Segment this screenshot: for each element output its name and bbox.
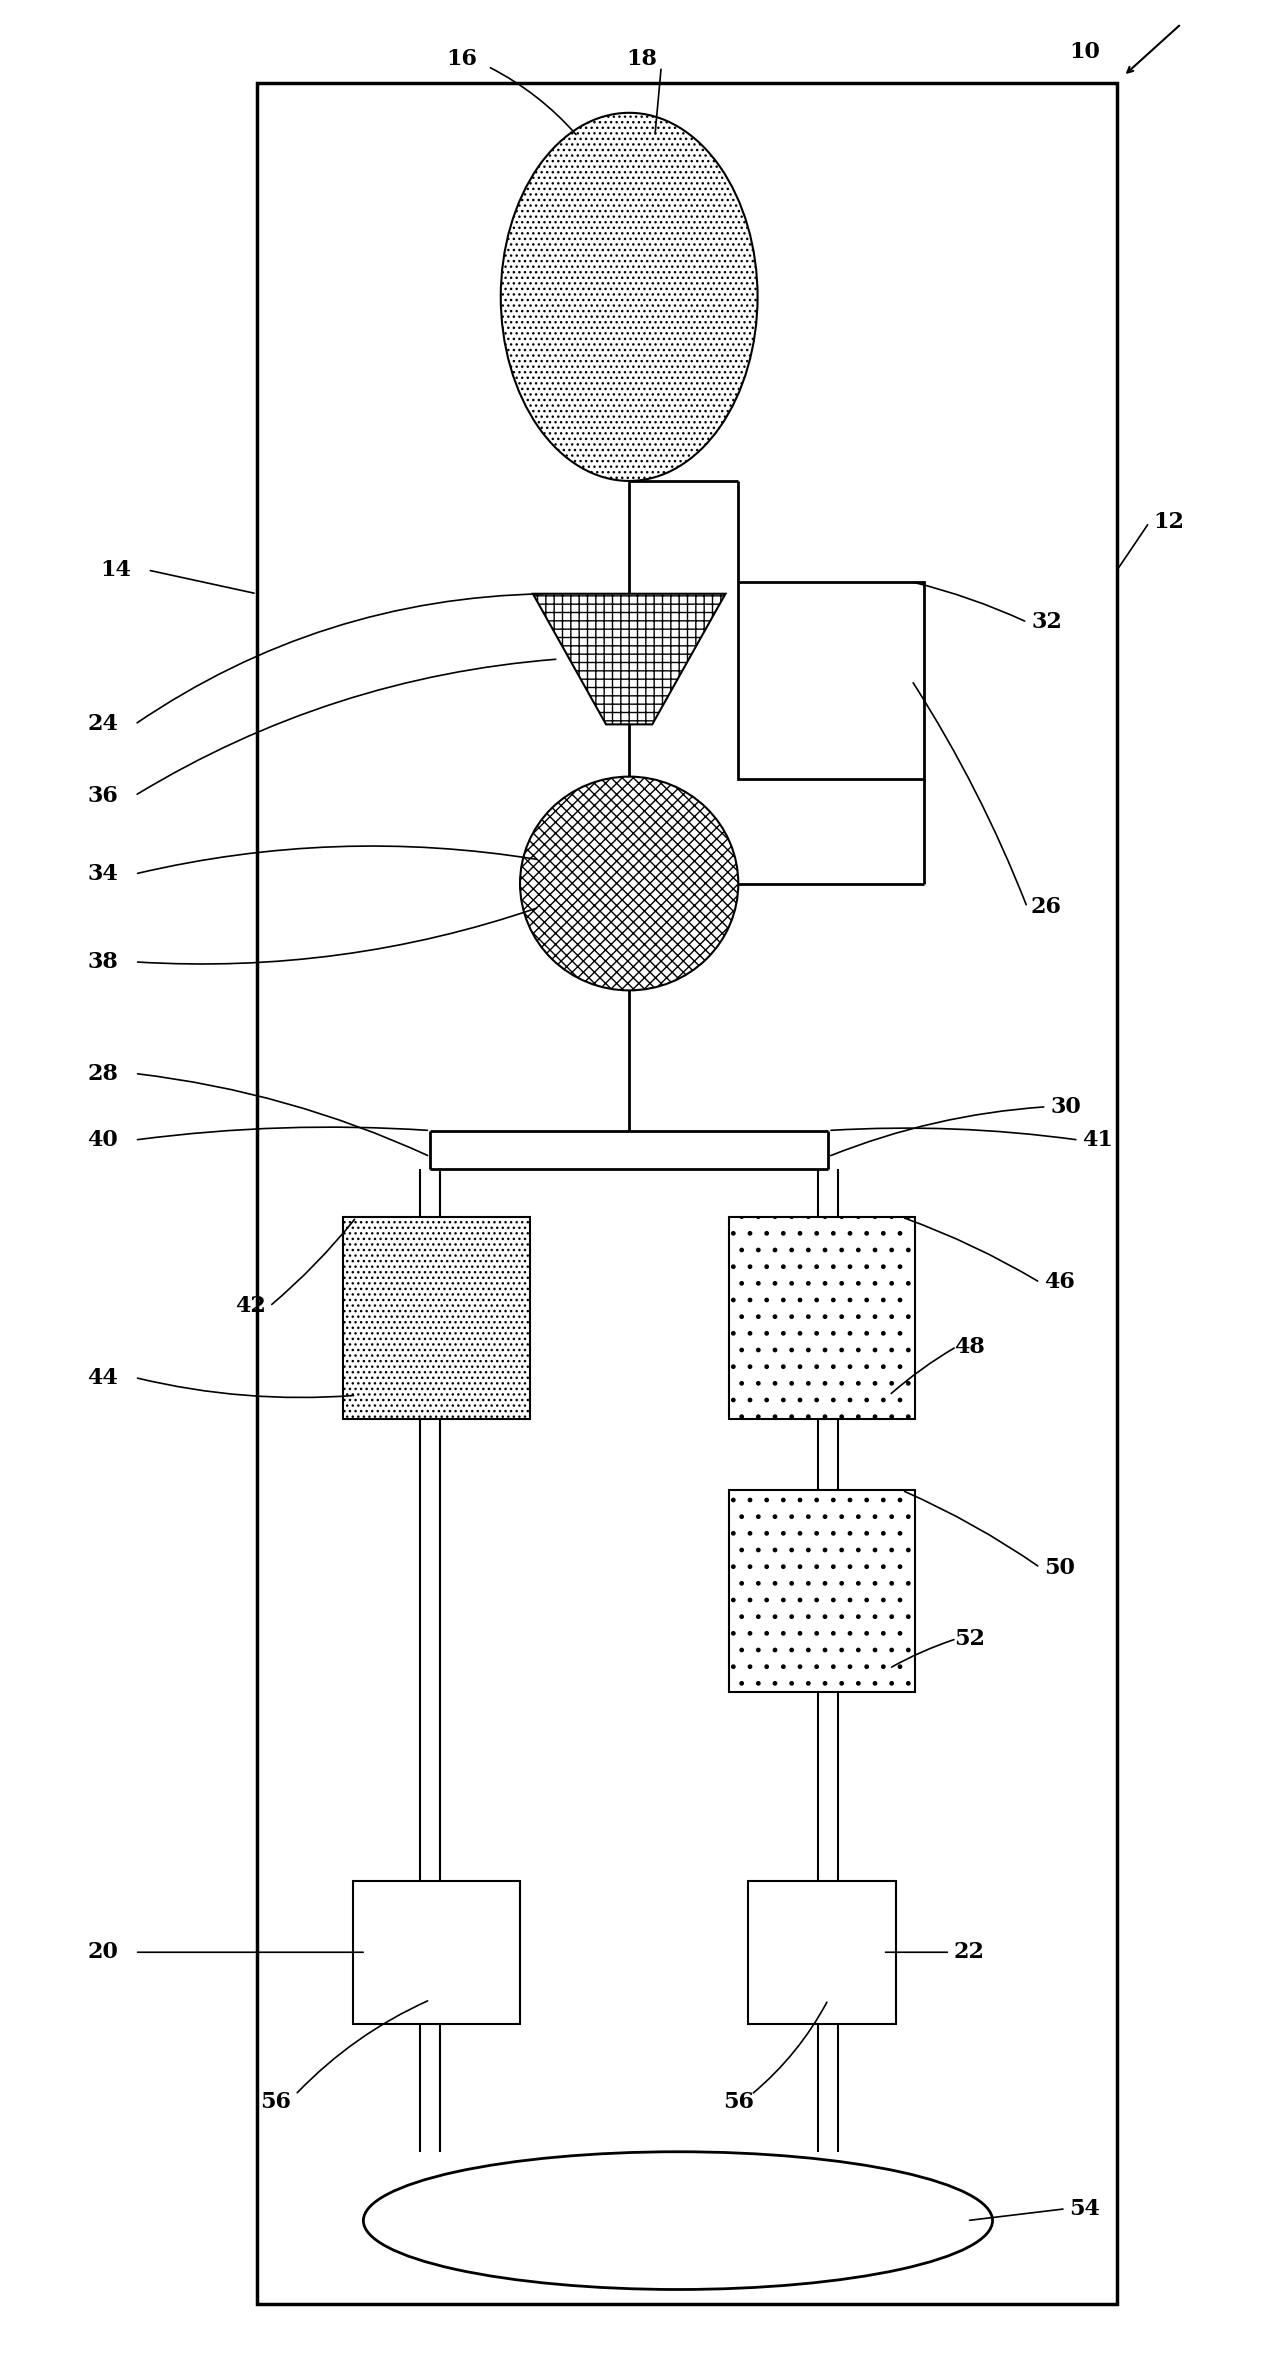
Bar bbox=[729, 1216, 914, 1418]
Text: 36: 36 bbox=[87, 784, 118, 808]
Text: 32: 32 bbox=[1031, 610, 1062, 634]
Text: 30: 30 bbox=[1050, 1095, 1081, 1119]
Text: 46: 46 bbox=[1044, 1271, 1075, 1294]
Text: 14: 14 bbox=[100, 558, 131, 582]
Text: 44: 44 bbox=[87, 1366, 118, 1389]
Bar bbox=[747, 1881, 896, 2023]
Text: 22: 22 bbox=[954, 1940, 985, 1964]
Text: 54: 54 bbox=[1070, 2197, 1100, 2221]
Text: 28: 28 bbox=[87, 1062, 118, 1085]
Text: 50: 50 bbox=[1044, 1556, 1075, 1579]
Text: 38: 38 bbox=[87, 950, 118, 974]
Text: 12: 12 bbox=[1153, 511, 1184, 534]
Bar bbox=[344, 1216, 529, 1418]
Bar bbox=[257, 83, 1117, 2304]
Ellipse shape bbox=[520, 777, 738, 990]
Text: 18: 18 bbox=[627, 48, 657, 71]
Text: 16: 16 bbox=[447, 48, 478, 71]
Bar bbox=[738, 582, 924, 779]
Ellipse shape bbox=[501, 112, 758, 480]
Bar bbox=[729, 1492, 914, 1691]
Text: 40: 40 bbox=[87, 1128, 118, 1152]
Text: 48: 48 bbox=[954, 1335, 985, 1358]
Text: 56: 56 bbox=[723, 2090, 754, 2114]
Text: 20: 20 bbox=[87, 1940, 118, 1964]
Text: 34: 34 bbox=[87, 862, 118, 886]
Bar bbox=[353, 1881, 520, 2023]
Polygon shape bbox=[533, 594, 725, 724]
Text: 52: 52 bbox=[954, 1627, 985, 1651]
Text: 42: 42 bbox=[235, 1294, 266, 1318]
Text: 41: 41 bbox=[1082, 1128, 1113, 1152]
Text: 24: 24 bbox=[87, 712, 118, 736]
Ellipse shape bbox=[363, 2152, 993, 2290]
Text: 56: 56 bbox=[261, 2090, 291, 2114]
Text: 10: 10 bbox=[1070, 40, 1100, 64]
Text: 26: 26 bbox=[1031, 895, 1062, 919]
